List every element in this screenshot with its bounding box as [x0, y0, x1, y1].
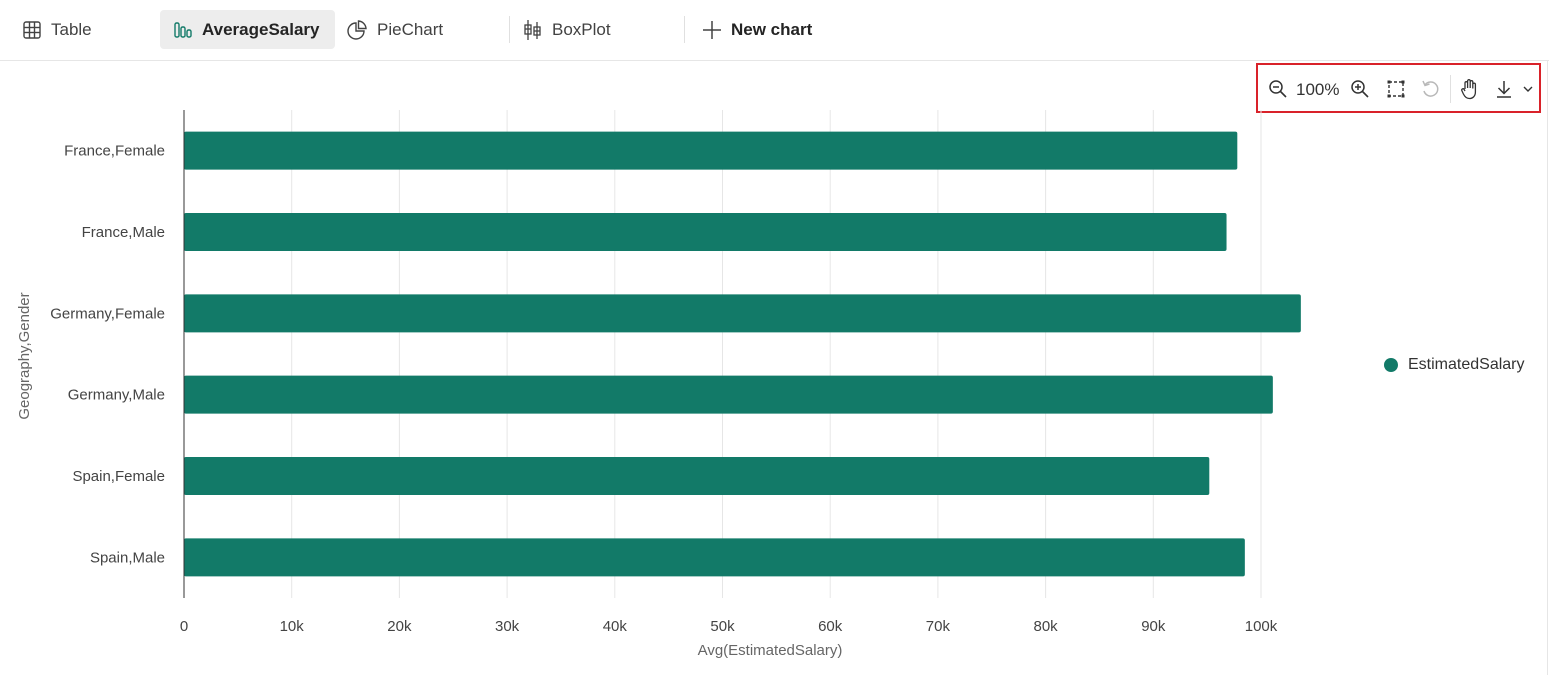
tab-pie-chart[interactable]: PieChart: [346, 10, 496, 49]
toolbar-divider: [1450, 75, 1451, 103]
x-tick-label: 100k: [1245, 618, 1278, 635]
chart-toolbar: 100%: [1256, 63, 1541, 113]
legend[interactable]: EstimatedSalary: [1384, 356, 1525, 374]
bar[interactable]: [184, 294, 1301, 333]
x-tick-label: 60k: [818, 618, 843, 635]
tab-label: AverageSalary: [202, 19, 320, 39]
select-region-icon[interactable]: [1384, 77, 1408, 101]
y-tick-labels: France,Female France,Male Germany,Female Ge…: [50, 143, 165, 567]
zoom-in-icon[interactable]: [1348, 77, 1372, 101]
tab-average-salary[interactable]: AverageSalary: [160, 10, 335, 49]
x-tick-label: 40k: [603, 618, 628, 635]
y-tick-label: Spain,Male: [90, 549, 165, 566]
reset-icon[interactable]: [1418, 77, 1442, 101]
y-axis-title: Geography,Gender: [16, 292, 33, 419]
x-tick-label: 10k: [280, 618, 305, 635]
x-tick-label: 70k: [926, 618, 951, 635]
bar[interactable]: [184, 457, 1210, 495]
tab-label: BoxPlot: [552, 19, 611, 39]
chart-tab-bar: Table AverageSalary PieChart BoxPlot New…: [0, 0, 1549, 61]
x-tick-labels: 0 10k 20k 30k 40k 50k 60k 70k 80k 90k 100k: [180, 618, 1278, 635]
x-tick-label: 0: [180, 618, 188, 635]
bar[interactable]: [184, 538, 1245, 577]
table-icon: [22, 20, 42, 40]
new-chart-button[interactable]: New chart: [702, 10, 842, 49]
x-tick-label: 30k: [495, 618, 520, 635]
bar[interactable]: [184, 375, 1273, 414]
pie-chart-icon: [346, 19, 368, 41]
x-axis-title: Avg(EstimatedSalary): [698, 642, 843, 659]
tab-box-plot[interactable]: BoxPlot: [523, 10, 673, 49]
legend-marker: [1384, 358, 1398, 372]
tab-divider: [684, 16, 685, 43]
zoom-level: 100%: [1296, 80, 1340, 99]
x-tick-label: 80k: [1034, 618, 1059, 635]
y-tick-label: France,Female: [64, 143, 165, 160]
y-tick-label: Germany,Female: [50, 305, 165, 322]
box-plot-icon: [523, 19, 543, 41]
new-chart-label: New chart: [731, 19, 813, 39]
bar[interactable]: [184, 131, 1238, 170]
x-tick-label: 20k: [387, 618, 412, 635]
tab-divider: [509, 16, 510, 43]
chevron-down-icon[interactable]: [1520, 77, 1536, 101]
y-tick-label: France,Male: [82, 224, 165, 241]
download-icon[interactable]: [1492, 77, 1516, 101]
legend-label: EstimatedSalary: [1408, 356, 1525, 373]
grid-lines: [291, 110, 1262, 598]
panel-border: [1547, 60, 1548, 675]
tab-table[interactable]: Table: [12, 10, 152, 49]
x-tick-label: 90k: [1141, 618, 1166, 635]
zoom-out-icon[interactable]: [1266, 77, 1290, 101]
y-tick-label: Germany,Male: [68, 387, 165, 404]
bar-chart-icon: [173, 20, 193, 40]
x-tick-label: 50k: [710, 618, 735, 635]
pan-hand-icon[interactable]: [1458, 77, 1482, 101]
tab-label: Table: [51, 19, 92, 39]
plus-icon: [702, 20, 722, 40]
tab-label: PieChart: [377, 19, 444, 39]
bar[interactable]: [184, 213, 1227, 251]
bar-chart: France,Female France,Male Germany,Female Ge…: [16, 110, 1301, 659]
y-tick-label: Spain,Female: [72, 468, 165, 485]
bars: [184, 131, 1301, 577]
